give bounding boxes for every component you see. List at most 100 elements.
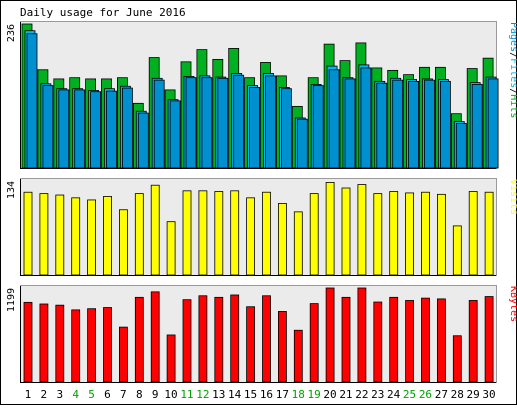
kbytes-bar: [389, 296, 399, 383]
visits-bar: [119, 209, 128, 276]
day-label: 11: [180, 388, 193, 401]
visits-bar: [103, 196, 112, 276]
day-label: 13: [212, 388, 225, 401]
day-label: 22: [355, 388, 368, 401]
kbytes-bar: [166, 334, 176, 383]
pages-bar: [74, 89, 86, 169]
legend-part: /: [508, 52, 517, 58]
legend-part: Hits: [508, 94, 517, 118]
pages-bar: [312, 85, 324, 169]
kbytes-bar: [23, 301, 33, 383]
panel-ymax-label: 134: [6, 181, 17, 199]
series-visits: [23, 182, 494, 276]
pages-bar: [106, 90, 117, 169]
visits-bar: [325, 182, 335, 276]
pages-bar: [26, 33, 38, 169]
visits-bar: [373, 193, 383, 276]
pages-bar: [424, 79, 435, 169]
panel-background: [20, 178, 497, 276]
visits-bar: [421, 191, 430, 276]
visits-bar: [71, 197, 81, 276]
panel-legend: KBytes: [508, 286, 517, 322]
legend-part: KBytes: [508, 286, 517, 322]
visits-bar: [198, 190, 208, 276]
visits-bar: [166, 221, 176, 276]
visits-bar: [214, 191, 224, 276]
kbytes-bar: [421, 297, 430, 383]
pages-bar: [408, 80, 420, 169]
day-label: 6: [104, 388, 111, 401]
kbytes-bar: [39, 303, 49, 383]
kbytes-bar: [436, 298, 446, 383]
day-label: 10: [164, 388, 177, 401]
series-kbytes: [23, 287, 494, 383]
pages-bar: [471, 84, 483, 169]
panel-visits: 134 Visits: [6, 178, 517, 276]
kbytes-bar: [452, 335, 462, 383]
day-label: 28: [451, 388, 464, 401]
pages-bar: [169, 100, 181, 169]
legend-part: Visits: [508, 179, 517, 215]
day-label: 5: [88, 388, 95, 401]
pages-bar: [137, 112, 149, 169]
kbytes-bar: [119, 326, 128, 383]
visits-bar: [341, 187, 351, 276]
kbytes-bar: [246, 306, 256, 383]
kbytes-bar: [325, 287, 335, 383]
panel-kbytes: 1199 KBytes: [6, 285, 517, 383]
day-label: 19: [308, 388, 321, 401]
visits-bar: [182, 190, 192, 276]
pages-bar: [58, 89, 70, 169]
pages-bar: [328, 69, 340, 169]
kbytes-bar: [277, 311, 287, 383]
pages-bar: [296, 118, 308, 169]
kbytes-bar: [87, 308, 96, 383]
day-label: 17: [276, 388, 289, 401]
kbytes-bar: [309, 303, 319, 383]
visits-bar: [389, 191, 399, 276]
day-label: 8: [136, 388, 143, 401]
kbytes-bar: [214, 296, 224, 383]
day-label: 1: [25, 388, 32, 401]
pages-bar: [376, 82, 388, 169]
pages-bar: [455, 123, 467, 169]
kbytes-bar: [484, 296, 494, 383]
day-label: 18: [292, 388, 305, 401]
visits-bar: [23, 191, 33, 276]
day-label: 20: [323, 388, 336, 401]
pages-bar: [233, 74, 245, 169]
kbytes-bar: [230, 294, 240, 383]
visits-bar: [55, 194, 65, 276]
panel-legend: Visits: [508, 179, 517, 215]
kbytes-bar: [373, 301, 383, 383]
day-label: 3: [56, 388, 63, 401]
kbytes-bar: [357, 287, 367, 383]
legend-part: /: [508, 88, 517, 94]
day-label: 27: [435, 388, 448, 401]
kbytes-bar: [150, 291, 160, 383]
day-label: 21: [339, 388, 352, 401]
visits-bar: [405, 192, 415, 276]
day-label: 16: [260, 388, 273, 401]
visits-bar: [150, 184, 160, 276]
kbytes-bar: [293, 329, 303, 383]
pages-bar: [153, 79, 165, 169]
day-label: 14: [228, 388, 242, 401]
visits-bar: [262, 191, 271, 276]
visits-bar: [246, 197, 256, 276]
panel-ymax-label: 236: [6, 24, 17, 42]
day-label: 2: [41, 388, 48, 401]
visits-bar: [452, 225, 462, 276]
day-label: 9: [152, 388, 159, 401]
legend-part: Files: [508, 58, 517, 88]
visits-bar: [293, 211, 303, 276]
day-labels-layer: 1 2 3 4 5 6 7 8 9 10 11 12 13 14 15 16 17 18 19 20 21 22 23 24 2…: [25, 388, 496, 401]
pages-bar: [360, 67, 372, 169]
day-label: 7: [120, 388, 127, 401]
pages-bar: [122, 87, 133, 169]
kbytes-bar: [134, 296, 144, 383]
pages-bar: [439, 80, 451, 169]
